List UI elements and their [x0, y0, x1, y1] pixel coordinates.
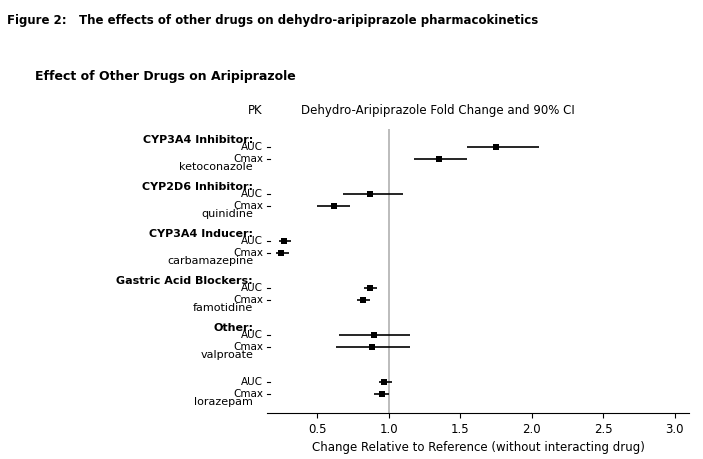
- Text: AUC: AUC: [241, 283, 263, 293]
- Text: Cmax: Cmax: [233, 202, 263, 212]
- Text: PK: PK: [248, 104, 263, 117]
- Text: Cmax: Cmax: [233, 389, 263, 399]
- Text: AUC: AUC: [241, 189, 263, 199]
- Text: Figure 2:   The effects of other drugs on dehydro-aripiprazole pharmacokinetics: Figure 2: The effects of other drugs on …: [7, 14, 538, 27]
- Text: lorazepam: lorazepam: [194, 397, 253, 407]
- Text: AUC: AUC: [241, 236, 263, 246]
- Text: Other:: Other:: [213, 323, 253, 333]
- Text: valproate: valproate: [200, 350, 253, 359]
- Text: CYP2D6 Inhibitor:: CYP2D6 Inhibitor:: [142, 182, 253, 192]
- Text: AUC: AUC: [241, 377, 263, 387]
- Text: AUC: AUC: [241, 330, 263, 340]
- Text: quinidine: quinidine: [201, 209, 253, 218]
- Text: Cmax: Cmax: [233, 154, 263, 164]
- Text: CYP3A4 Inducer:: CYP3A4 Inducer:: [149, 229, 253, 239]
- Text: AUC: AUC: [241, 142, 263, 152]
- Text: Cmax: Cmax: [233, 248, 263, 258]
- Text: Effect of Other Drugs on Aripiprazole: Effect of Other Drugs on Aripiprazole: [35, 70, 296, 83]
- Text: carbamazepine: carbamazepine: [167, 256, 253, 266]
- Text: ketoconazole: ketoconazole: [179, 162, 253, 172]
- Text: famotidine: famotidine: [193, 302, 253, 313]
- Text: CYP3A4 Inhibitor:: CYP3A4 Inhibitor:: [143, 135, 253, 145]
- Text: Gastric Acid Blockers:: Gastric Acid Blockers:: [117, 276, 253, 286]
- Text: Cmax: Cmax: [233, 342, 263, 353]
- Text: Cmax: Cmax: [233, 295, 263, 305]
- X-axis label: Change Relative to Reference (without interacting drug): Change Relative to Reference (without in…: [311, 442, 645, 454]
- Text: Dehydro-Aripiprazole Fold Change and 90% CI: Dehydro-Aripiprazole Fold Change and 90%…: [301, 104, 574, 117]
